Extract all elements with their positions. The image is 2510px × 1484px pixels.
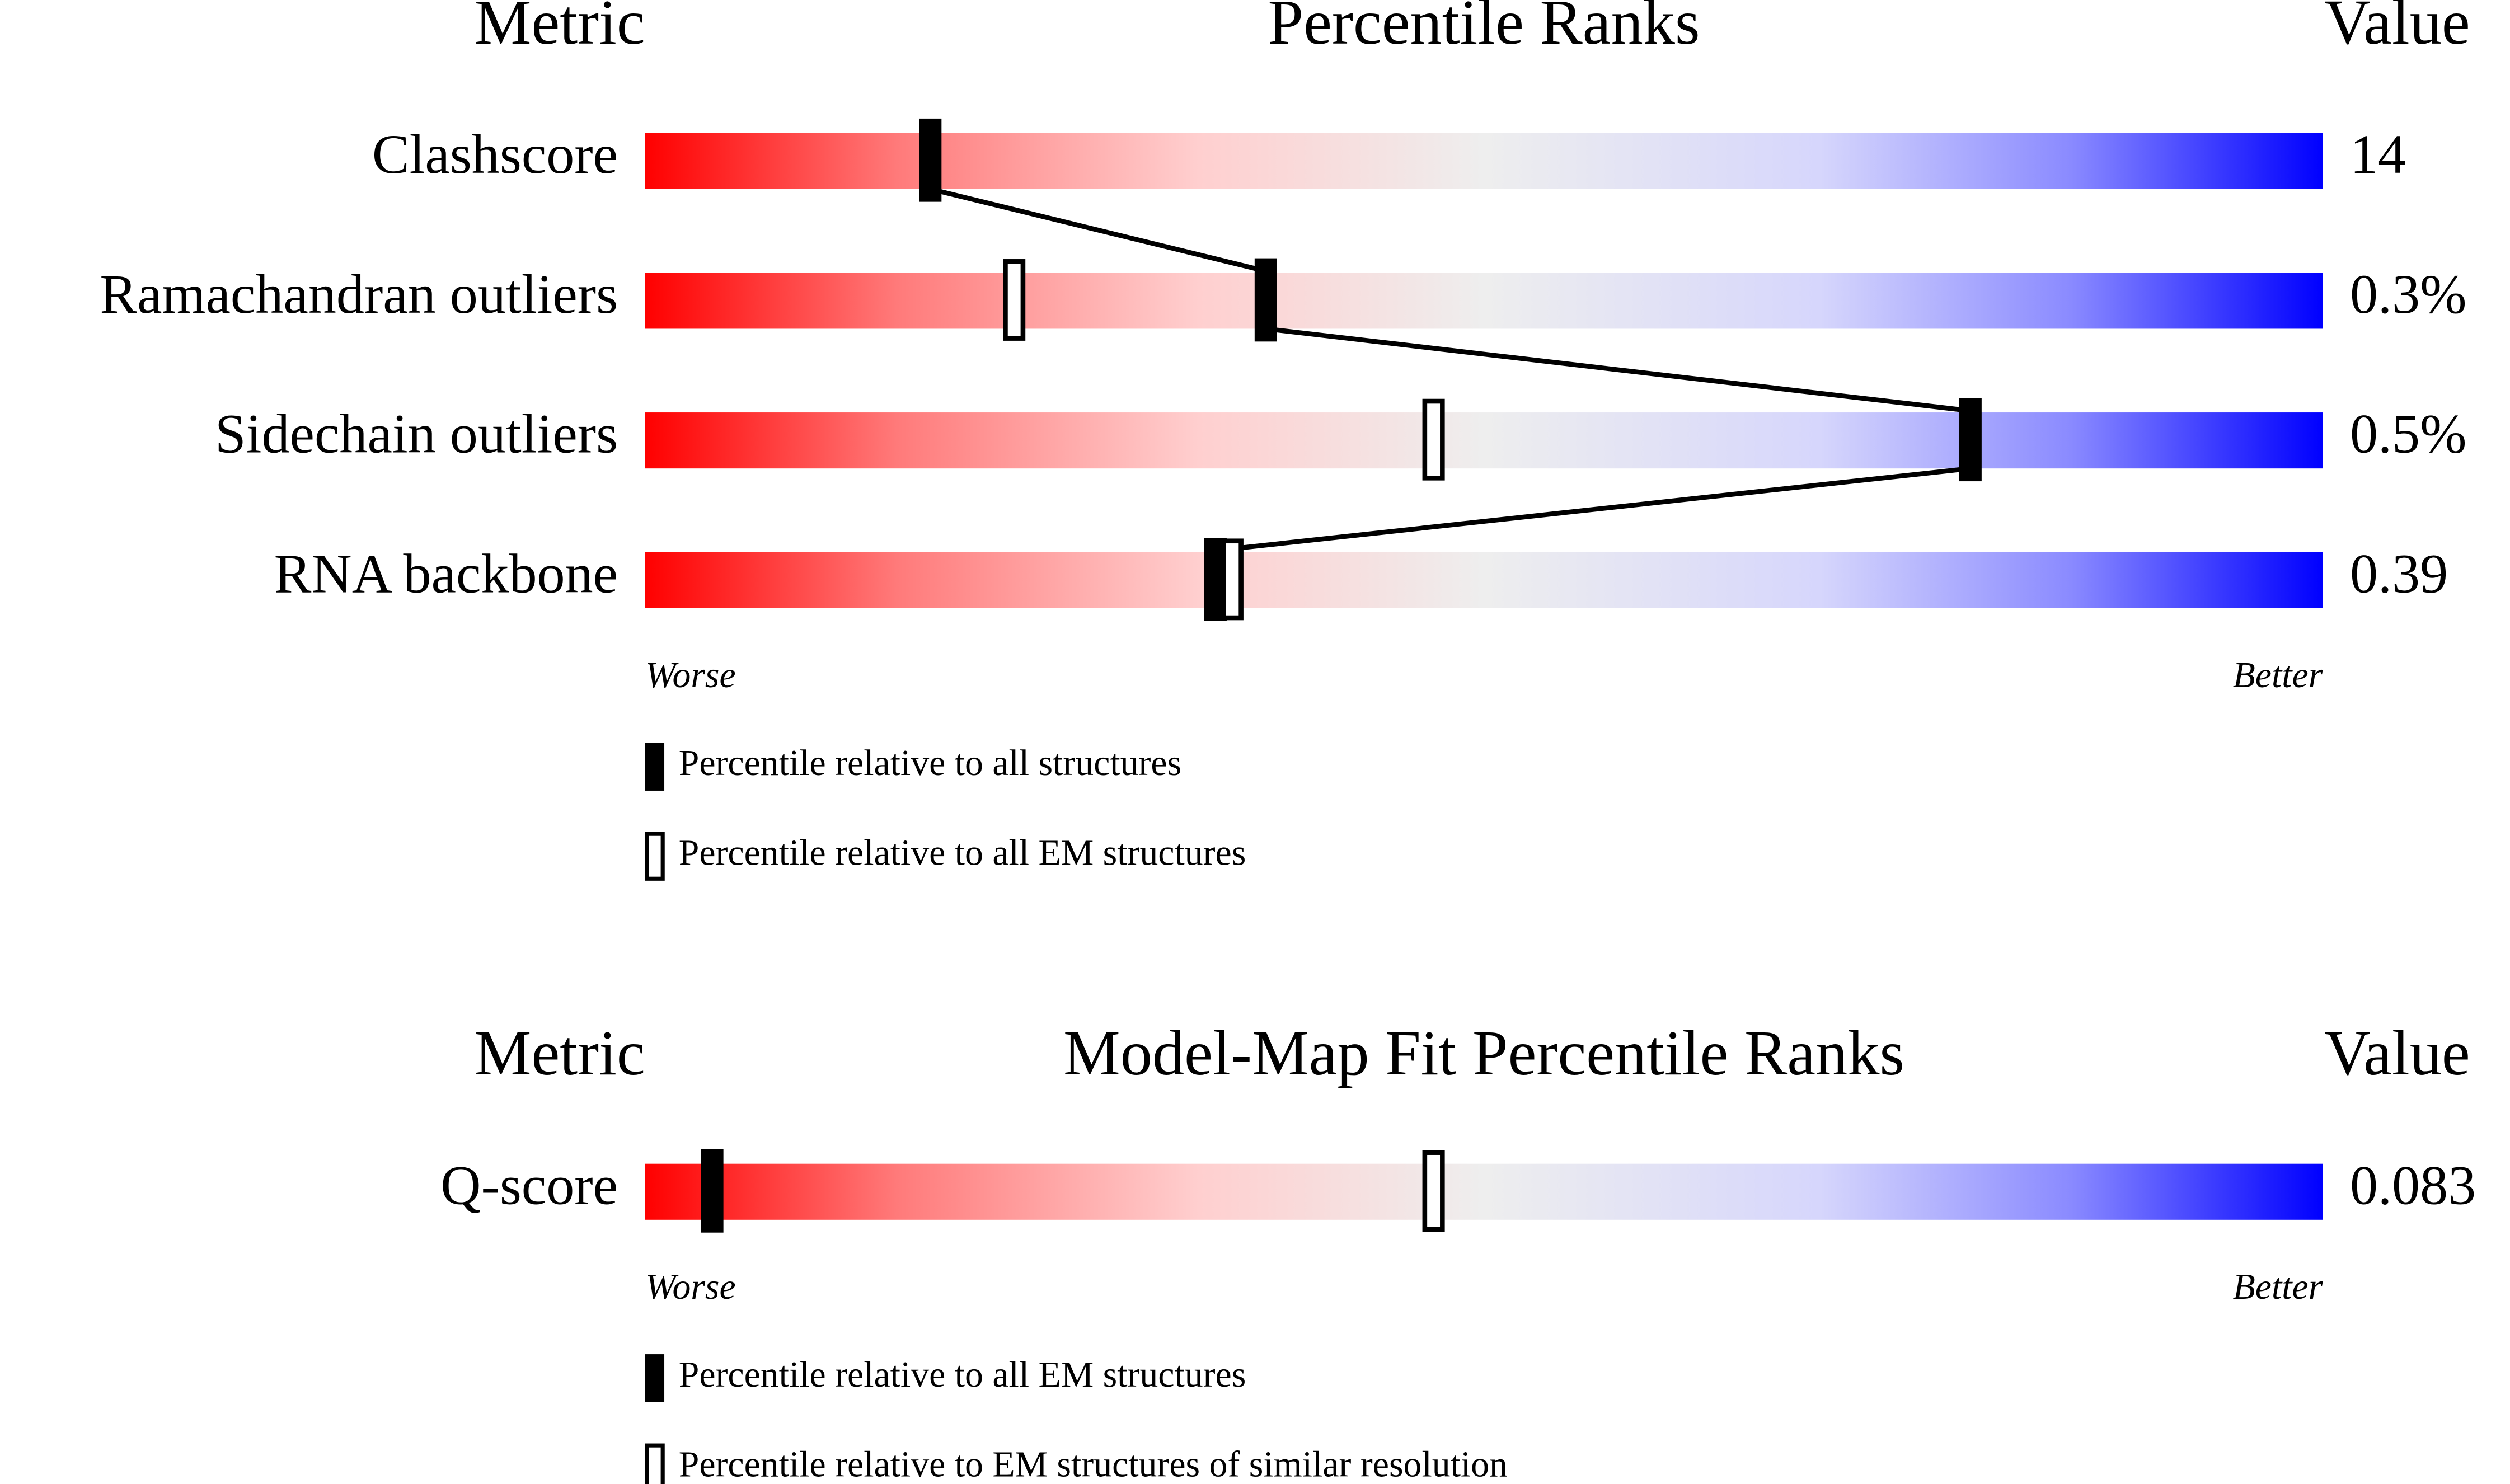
percentile-marker: [1422, 398, 1445, 481]
percentile-marker: [1254, 258, 1277, 342]
percentile-marker: [919, 118, 942, 202]
metric-value: 0.083: [2350, 1154, 2476, 1216]
legend-swatch: [645, 1354, 665, 1402]
value-header: Value: [2324, 0, 2470, 58]
metric-label: Sidechain outliers: [215, 403, 618, 465]
better-label: Better: [2233, 655, 2323, 696]
legend-label: Percentile relative to EM structures of …: [679, 1444, 1508, 1484]
worse-label: Worse: [645, 1266, 736, 1307]
metric-value: 0.39: [2350, 542, 2448, 604]
metric-header: Metric: [475, 1017, 645, 1088]
legend-swatch: [644, 832, 665, 881]
gradient-bar: [645, 273, 2323, 329]
legend-label: Percentile relative to all EM structures: [679, 832, 1246, 873]
better-label: Better: [2233, 1266, 2323, 1307]
gradient-bar: [645, 1163, 2323, 1220]
percentile-marker: [1959, 398, 1982, 482]
metric-label: Clashscore: [372, 123, 618, 185]
percentile-marker: [701, 1149, 724, 1233]
value-header: Value: [2324, 1017, 2470, 1088]
legend-swatch: [645, 743, 665, 791]
metric-value: 0.3%: [2350, 263, 2467, 325]
percentile-marker: [1221, 538, 1244, 621]
gradient-bar: [645, 412, 2323, 469]
chart-title: Percentile Ranks: [1268, 0, 1700, 58]
metric-value: 0.5%: [2350, 403, 2467, 465]
legend-swatch: [644, 1443, 665, 1484]
metric-label: Q-score: [440, 1154, 618, 1216]
metric-value: 14: [2350, 123, 2406, 185]
metric-label: Ramachandran outliers: [100, 263, 618, 325]
rank-line: [930, 189, 1971, 608]
legend-label: Percentile relative to all structures: [679, 743, 1181, 783]
chart-title: Model-Map Fit Percentile Ranks: [1063, 1017, 1904, 1088]
percentile-marker: [1422, 1150, 1445, 1232]
worse-label: Worse: [645, 655, 736, 696]
gradient-bar: [645, 133, 2323, 189]
gradient-bar: [645, 552, 2323, 608]
legend-label: Percentile relative to all EM structures: [679, 1354, 1246, 1395]
metric-header: Metric: [475, 0, 645, 58]
percentile-marker: [1003, 259, 1026, 341]
metric-label: RNA backbone: [274, 542, 618, 604]
